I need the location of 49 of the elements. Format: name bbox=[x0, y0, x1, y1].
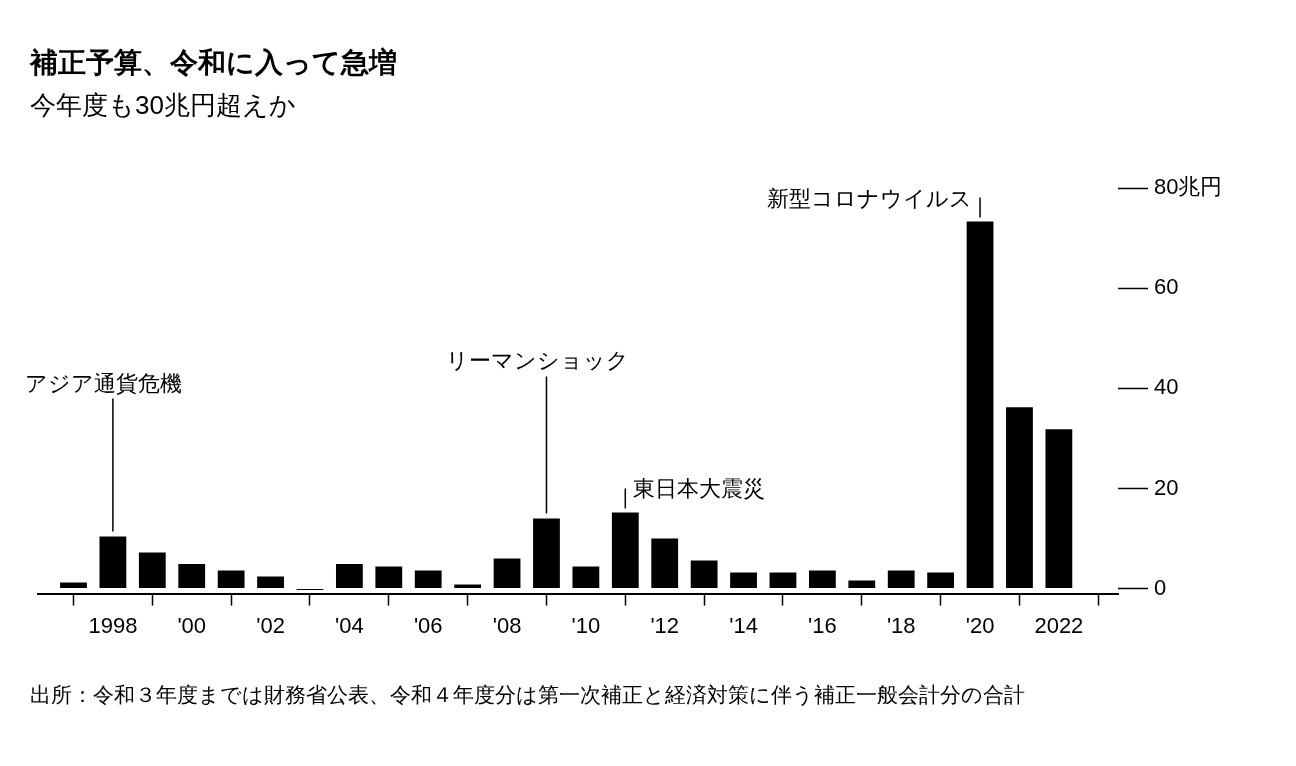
bar bbox=[60, 582, 87, 589]
y-tick-label: 20 bbox=[1154, 474, 1179, 500]
bar bbox=[887, 570, 915, 589]
annotation: 新型コロナウイルス bbox=[767, 185, 973, 211]
bar bbox=[690, 560, 718, 589]
bar bbox=[257, 576, 284, 589]
bar bbox=[533, 518, 560, 589]
bar bbox=[572, 566, 600, 589]
bar bbox=[1045, 429, 1073, 589]
annotation: 東日本大震災 bbox=[633, 476, 766, 502]
bar bbox=[927, 572, 955, 589]
x-tick-label: '16 bbox=[808, 612, 837, 638]
text: 出所：令和３年度までは財務省公表、令和４年度分は第一次補正と経済対策に伴う補正一般会計分の合計 bbox=[30, 682, 1026, 708]
x-tick-label: '10 bbox=[571, 612, 601, 638]
bar bbox=[217, 570, 245, 589]
annotation: リーマンショック bbox=[446, 348, 630, 374]
x-tick-label: 2022 bbox=[1034, 612, 1084, 638]
chart-title: 補正予算、令和に入って急増 bbox=[30, 46, 397, 80]
x-tick-label: '06 bbox=[413, 612, 443, 638]
bar bbox=[335, 564, 363, 589]
x-tick-label: '02 bbox=[256, 612, 285, 638]
x-tick-label: '20 bbox=[965, 612, 995, 638]
y-tick-label: 40 bbox=[1154, 374, 1179, 400]
bar bbox=[99, 536, 127, 589]
bar bbox=[493, 558, 521, 589]
bar bbox=[375, 566, 403, 589]
bar bbox=[808, 570, 836, 589]
bar bbox=[138, 552, 166, 589]
bar bbox=[651, 538, 679, 589]
bar bbox=[848, 580, 876, 589]
bar bbox=[1006, 407, 1033, 589]
annotation: アジア通貨危機 bbox=[24, 370, 182, 396]
bar bbox=[730, 572, 757, 589]
x-tick-label: '04 bbox=[335, 612, 364, 638]
x-tick-label: 1998 bbox=[88, 612, 138, 638]
bar bbox=[178, 564, 206, 589]
bar bbox=[611, 512, 639, 589]
bar bbox=[414, 570, 442, 589]
y-tick-label: 0 bbox=[1154, 574, 1167, 600]
y-tick-label: 60 bbox=[1154, 274, 1179, 300]
bar bbox=[769, 572, 797, 589]
x-tick-label: '18 bbox=[886, 612, 916, 638]
y-tick-label: 80兆円 bbox=[1154, 174, 1223, 200]
bar bbox=[966, 221, 994, 589]
x-tick-label: '00 bbox=[177, 612, 207, 638]
x-tick-label: '14 bbox=[729, 612, 758, 638]
x-tick-label: '12 bbox=[650, 612, 680, 638]
x-tick-label: '08 bbox=[492, 612, 522, 638]
chart-subtitle: 今年度も30兆円超えか bbox=[30, 89, 296, 122]
